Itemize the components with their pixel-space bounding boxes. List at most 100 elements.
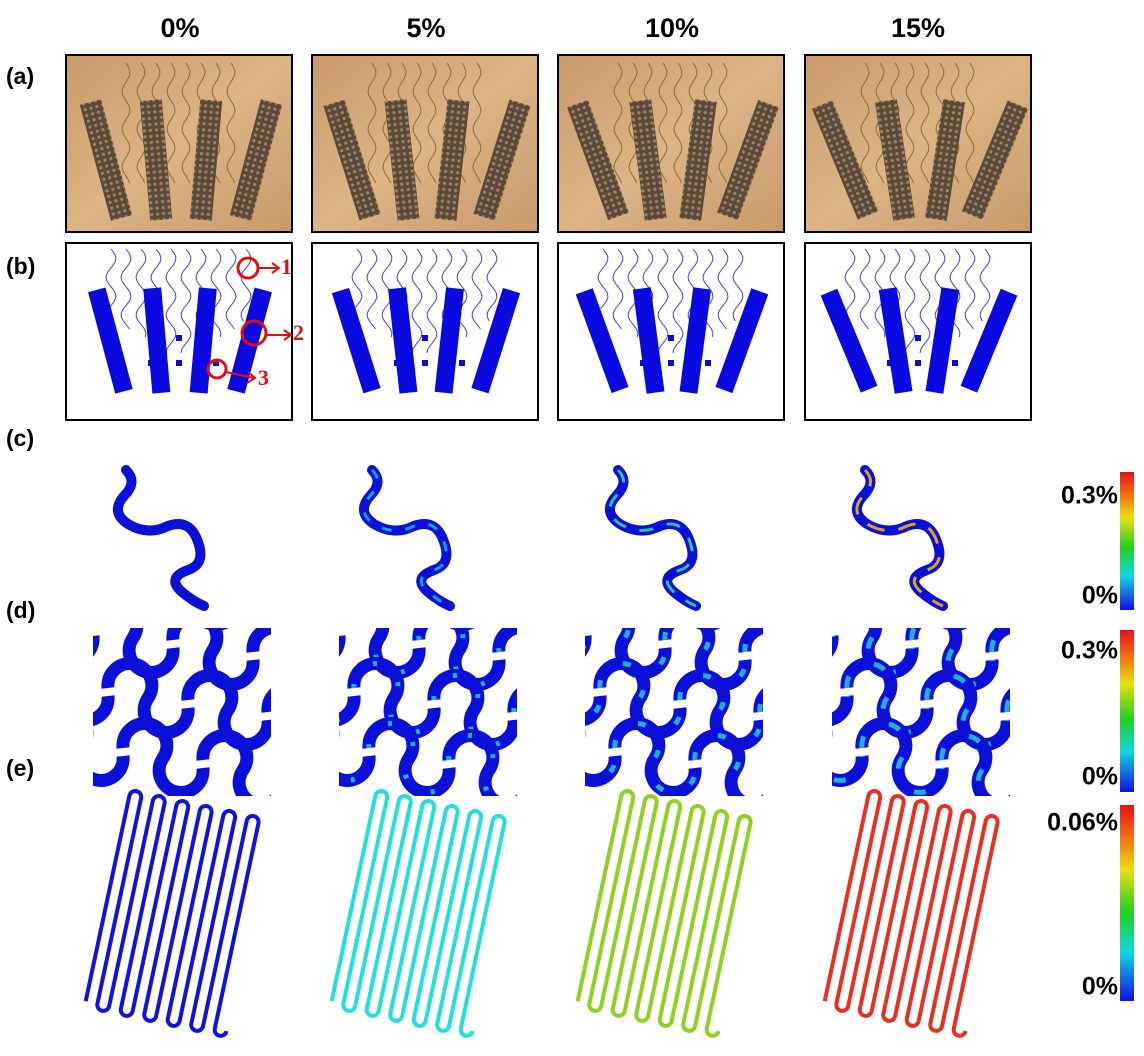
column-header: 5% bbox=[406, 13, 445, 43]
node bbox=[176, 360, 182, 366]
s-curve bbox=[730, 568, 810, 637]
s-curve bbox=[570, 544, 650, 613]
photo-panel bbox=[66, 55, 292, 232]
column-header: 0% bbox=[160, 13, 199, 43]
s-hotspot bbox=[782, 712, 862, 781]
figure: 0% 5% 10% 15% (a) (b) (c) (d) (e) 1 2 3 … bbox=[0, 0, 1144, 1056]
node bbox=[459, 360, 465, 366]
s-curve bbox=[369, 724, 449, 793]
s-hotspot bbox=[514, 688, 594, 757]
s-hotspot bbox=[289, 712, 369, 781]
serpentine bbox=[330, 790, 517, 1037]
s-curve bbox=[324, 544, 404, 613]
s-curve bbox=[0, 532, 78, 601]
node bbox=[705, 360, 711, 366]
colorbar-min: 0% bbox=[1082, 582, 1118, 610]
colorbar: 0.3% 0% bbox=[1061, 630, 1134, 792]
annotation-label: 2 bbox=[293, 320, 304, 345]
strain-curve bbox=[364, 470, 450, 606]
s-curve bbox=[203, 736, 283, 805]
s-curve bbox=[123, 724, 203, 793]
row-label: (d) bbox=[6, 597, 35, 623]
s-curve bbox=[484, 568, 564, 637]
s-curve bbox=[760, 688, 840, 757]
colorbar: 0.06% 0% bbox=[1047, 805, 1134, 1001]
s-hotspot bbox=[817, 544, 897, 613]
annotation-label: 1 bbox=[281, 254, 292, 279]
colorbar-min: 0% bbox=[1082, 763, 1118, 791]
s-curve bbox=[289, 712, 369, 781]
photo-panel bbox=[558, 55, 784, 232]
s-curve bbox=[259, 592, 339, 661]
column-header: 10% bbox=[645, 13, 699, 43]
s-curve bbox=[28, 652, 108, 721]
s-curve bbox=[615, 724, 695, 793]
node bbox=[422, 335, 428, 341]
annotation-label: 3 bbox=[258, 365, 269, 390]
node bbox=[668, 335, 674, 341]
node bbox=[668, 360, 674, 366]
node bbox=[952, 360, 958, 366]
s-curve bbox=[449, 736, 529, 805]
s-curve bbox=[817, 544, 897, 613]
s-curve bbox=[1007, 688, 1087, 757]
strain-curve bbox=[610, 470, 696, 606]
s-curve bbox=[737, 532, 817, 601]
node bbox=[915, 335, 921, 341]
colorbar-max: 0.06% bbox=[1047, 809, 1118, 837]
s-hotspot bbox=[490, 532, 570, 601]
photo-panel bbox=[805, 55, 1031, 232]
s-hotspot bbox=[535, 712, 615, 781]
s-curve bbox=[43, 712, 123, 781]
model-panel bbox=[312, 243, 538, 420]
node bbox=[915, 360, 921, 366]
s-hotspot bbox=[520, 652, 600, 721]
s-hotspot bbox=[499, 628, 579, 697]
s-hotspot bbox=[244, 532, 324, 601]
s-curve bbox=[695, 736, 775, 805]
panels bbox=[0, 55, 1102, 1037]
row-label: (c) bbox=[6, 425, 34, 451]
s-hotspot bbox=[737, 532, 817, 601]
s-curve bbox=[244, 532, 324, 601]
s-hotspot bbox=[760, 688, 840, 757]
serpentine bbox=[823, 790, 1010, 1037]
s-curve bbox=[253, 628, 333, 697]
column-header: 15% bbox=[891, 13, 945, 43]
s-hotspot bbox=[1007, 688, 1087, 757]
s-curve bbox=[514, 688, 594, 757]
photo-panel bbox=[312, 55, 538, 232]
model-panel bbox=[558, 243, 784, 420]
serpentine bbox=[84, 790, 271, 1037]
s-curve bbox=[767, 652, 847, 721]
s-hotspot bbox=[767, 652, 847, 721]
serpentine bbox=[576, 790, 763, 1037]
node bbox=[422, 360, 428, 366]
s-hotspot bbox=[484, 568, 564, 637]
strain-curve bbox=[857, 470, 943, 606]
s-curve bbox=[520, 652, 600, 721]
s-curve bbox=[78, 544, 158, 613]
s-curve bbox=[268, 688, 348, 757]
s-hotspot bbox=[259, 592, 339, 661]
s-hotspot bbox=[505, 592, 585, 661]
s-hotspot bbox=[324, 544, 404, 613]
node bbox=[176, 335, 182, 341]
s-curve bbox=[535, 712, 615, 781]
s-curve bbox=[499, 628, 579, 697]
colorbar: 0.3% 0% bbox=[1061, 472, 1134, 610]
s-curve bbox=[745, 628, 825, 697]
row-label: (e) bbox=[6, 755, 34, 781]
model-panel bbox=[805, 243, 1031, 420]
s-curve bbox=[505, 592, 585, 661]
s-curve bbox=[752, 592, 832, 661]
s-hotspot bbox=[977, 568, 1057, 637]
row-label: (b) bbox=[6, 253, 35, 279]
colorbar-min: 0% bbox=[1082, 973, 1118, 1001]
s-hotspot bbox=[730, 568, 810, 637]
strain-curve bbox=[118, 470, 204, 606]
s-hotspot bbox=[745, 628, 825, 697]
s-curve bbox=[238, 568, 318, 637]
s-curve bbox=[782, 712, 862, 781]
colorbar-max: 0.3% bbox=[1061, 482, 1118, 510]
